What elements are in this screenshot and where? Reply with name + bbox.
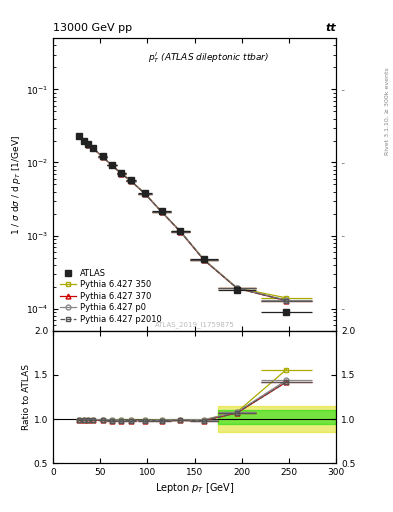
Bar	[218, 410, 336, 423]
Text: ATLAS_2019_I1759875: ATLAS_2019_I1759875	[155, 321, 234, 328]
X-axis label: Lepton $p_T$ [GeV]: Lepton $p_T$ [GeV]	[155, 481, 234, 496]
Text: 13000 GeV pp: 13000 GeV pp	[53, 23, 132, 33]
Y-axis label: 1 / $\sigma$ d$\sigma$ / d $p_T$ [1/GeV]: 1 / $\sigma$ d$\sigma$ / d $p_T$ [1/GeV]	[10, 135, 23, 234]
Text: tt: tt	[325, 23, 336, 33]
Legend: ATLAS, Pythia 6.427 350, Pythia 6.427 370, Pythia 6.427 p0, Pythia 6.427 p2010: ATLAS, Pythia 6.427 350, Pythia 6.427 37…	[57, 266, 164, 326]
Text: $p_T^l$ (ATLAS dileptonic ttbar): $p_T^l$ (ATLAS dileptonic ttbar)	[148, 50, 269, 65]
Text: Rivet 3.1.10, ≥ 300k events: Rivet 3.1.10, ≥ 300k events	[384, 68, 389, 155]
Y-axis label: Ratio to ATLAS: Ratio to ATLAS	[22, 364, 31, 430]
Bar	[218, 406, 336, 432]
